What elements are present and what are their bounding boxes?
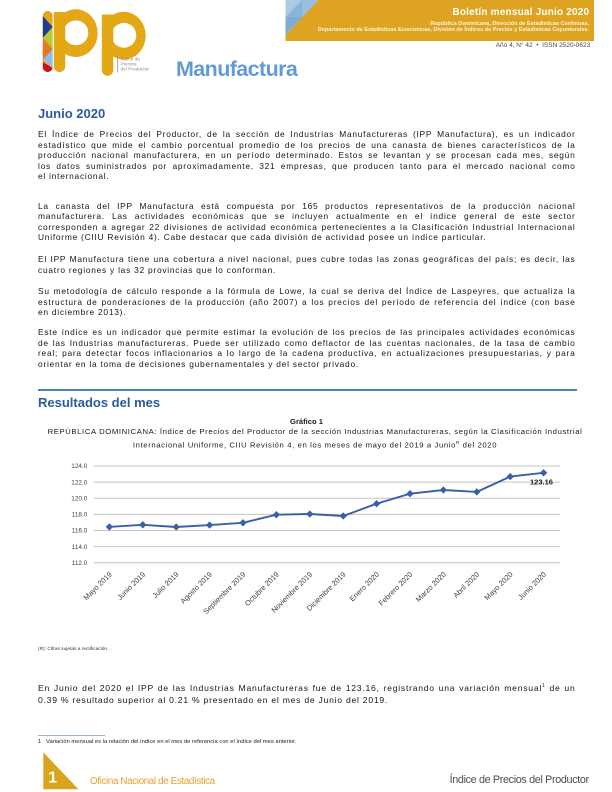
svg-text:118.0: 118.0 bbox=[72, 512, 88, 519]
svg-text:1: 1 bbox=[48, 769, 57, 786]
svg-text:112.0: 112.0 bbox=[72, 560, 88, 567]
svg-text:Precios: Precios bbox=[121, 61, 138, 67]
svg-text:Agosto 2019: Agosto 2019 bbox=[178, 570, 214, 606]
svg-text:114.0: 114.0 bbox=[72, 544, 88, 551]
svg-text:122.0: 122.0 bbox=[71, 479, 87, 486]
svg-text:Mayo 2019: Mayo 2019 bbox=[82, 570, 114, 602]
svg-text:Enero 2020: Enero 2020 bbox=[348, 570, 381, 603]
svg-text:Julio 2019: Julio 2019 bbox=[150, 570, 180, 600]
svg-text:Abril 2020: Abril 2020 bbox=[451, 570, 481, 600]
svg-text:del Productor: del Productor bbox=[121, 66, 150, 72]
svg-text:124.0: 124.0 bbox=[71, 463, 87, 470]
svg-text:Mayo 2020: Mayo 2020 bbox=[482, 570, 514, 602]
svg-text:Febrero 2020: Febrero 2020 bbox=[377, 570, 415, 608]
svg-text:Junio 2020: Junio 2020 bbox=[516, 570, 548, 602]
svg-text:índice de: índice de bbox=[121, 57, 141, 63]
svg-text:123.16: 123.16 bbox=[530, 478, 553, 487]
svg-text:Marzo 2020: Marzo 2020 bbox=[414, 570, 448, 604]
svg-text:120.0: 120.0 bbox=[71, 495, 87, 502]
svg-text:116.0: 116.0 bbox=[72, 528, 88, 535]
svg-text:Junio 2019: Junio 2019 bbox=[115, 570, 147, 602]
